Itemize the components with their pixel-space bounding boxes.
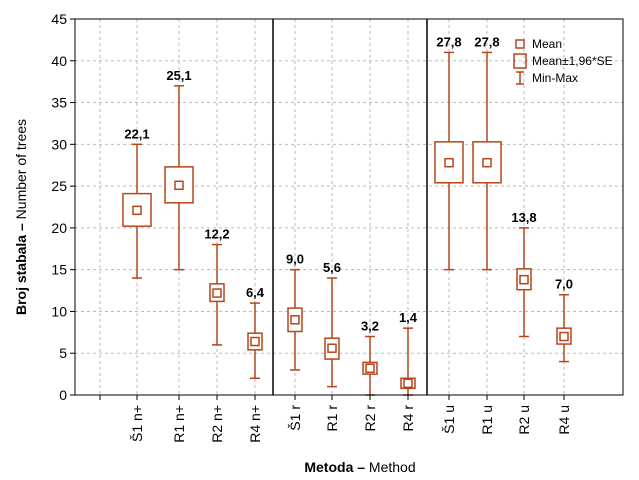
mean-label: 1,4 [399,310,418,325]
mean-label: 27,8 [436,34,461,49]
y-tick-label: 20 [51,220,67,236]
mean-label: 5,6 [323,260,341,275]
mean-label: 9,0 [286,252,304,267]
x-axis-title: Metoda – Method [304,459,415,475]
x-tick-label: R4 r [400,405,416,432]
mean-labels: 22,1 25,1 12,2 6,4 9,0 5,6 3,2 1,4 27,8 27,8 13,8 7… [124,34,573,333]
x-tick-label: R4 n+ [247,405,263,443]
x-tick-label: R2 r [362,405,378,432]
x-tick-label: R1 u [479,405,495,435]
y-axis-title-rest: Number of trees [13,119,29,223]
mean-marker [559,331,569,342]
legend-mean-icon [515,39,525,49]
box-2 [164,85,194,271]
box-1 [122,143,152,279]
se-box [472,141,502,184]
mean-marker [519,274,529,285]
legend-minmax-icon [516,71,524,85]
se-box [247,332,263,351]
se-box [362,361,378,375]
mean-marker [444,157,454,168]
legend-se-label: Mean±1,96*SE [532,54,613,68]
legend: Mean Mean±1,96*SE Min-Max [513,37,613,85]
y-tick-label: 0 [59,387,67,403]
box-8 [400,327,416,396]
box-6 [324,277,340,388]
x-tick-label: Š1 n+ [129,405,145,442]
se-box [287,307,303,333]
se-box [122,192,152,227]
y-axis-title-bold: Broj stabala – [13,223,29,315]
mean-marker [212,288,222,298]
legend-mean-label: Mean [532,37,562,51]
data-series [122,51,572,396]
se-box [400,377,416,390]
y-tick-label: 25 [51,178,67,194]
box-5 [287,268,303,371]
y-tick-label: 15 [51,262,67,278]
box-10 [472,51,502,271]
se-box [556,327,572,345]
se-box [324,337,340,360]
mean-marker [365,363,375,374]
x-tick-label: Š1 r [287,405,303,431]
y-tick-label: 30 [51,136,67,152]
x-tick-label: R2 n+ [209,405,225,443]
x-tick-label: R2 u [516,405,532,435]
x-tick-label: R4 u [556,405,572,435]
mean-label: 12,2 [204,227,229,242]
mean-marker [132,205,142,216]
mean-marker [327,343,337,353]
y-axis-ticks: 0 5 10 15 20 25 30 35 40 45 [51,11,75,403]
box-9 [434,51,464,271]
plot-frame [74,18,624,396]
se-box [434,141,464,184]
box-3 [209,243,225,346]
y-tick-label: 40 [51,53,67,69]
legend-se-box-icon [513,53,527,69]
se-box [164,166,194,204]
x-tick-label: R1 n+ [171,405,187,443]
y-tick-label: 35 [51,95,67,111]
mean-label: 25,1 [166,68,191,83]
box-11 [516,227,532,338]
mean-marker [250,336,260,347]
mean-label: 13,8 [511,210,536,225]
x-axis-ticks: Š1 n+ R1 n+ R2 n+ R4 n+ Š1 r R1 r R2 r R4 r Š1 u… [99,395,572,443]
x-axis-title-rest: Method [365,459,416,475]
y-axis-title: Broj stabala – Number of trees [13,119,29,315]
mean-label: 22,1 [124,126,149,141]
legend-minmax-label: Min-Max [532,71,578,85]
x-axis-title-bold: Metoda – [304,459,365,475]
mean-label: 7,0 [555,277,573,292]
mean-label: 27,8 [474,34,499,49]
x-tick-label: Š1 u [441,405,457,434]
box-12 [556,293,572,363]
mean-marker [482,157,492,168]
y-tick-label: 10 [51,303,67,319]
y-tick-label: 45 [51,11,67,27]
mean-marker [290,315,300,325]
se-box [516,268,532,291]
mean-marker [403,378,413,389]
y-tick-label: 5 [59,345,67,361]
box-4 [247,302,263,380]
mean-marker [174,180,184,191]
box-7 [362,335,378,396]
mean-label: 6,4 [246,285,265,300]
se-box [209,283,225,303]
mean-label: 3,2 [361,319,379,334]
x-tick-label: R1 r [324,405,340,432]
plot-border [74,18,624,396]
